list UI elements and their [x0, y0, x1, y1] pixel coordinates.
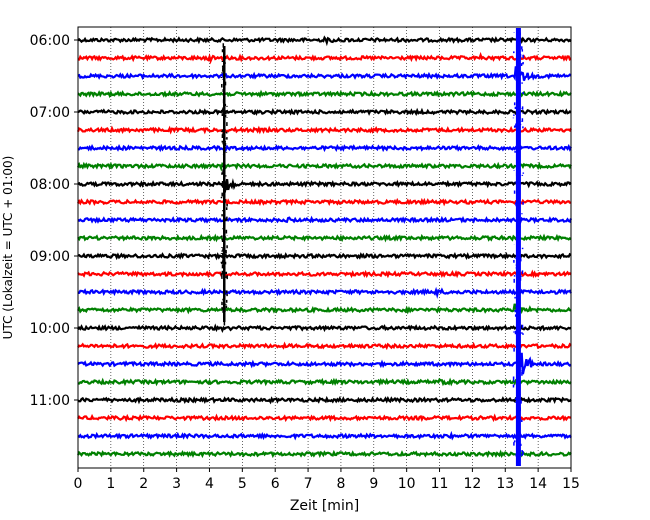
trace-0830: [77, 215, 573, 225]
trace-0745: [76, 161, 572, 172]
x-tick-label: 9: [369, 476, 378, 492]
y-tick-label: 07:00: [30, 105, 70, 121]
y-tick-label: 10:00: [30, 321, 70, 337]
x-tick-label: 8: [336, 476, 345, 492]
x-axis-label: Zeit [min]: [290, 498, 359, 514]
trace-layer: [76, 35, 573, 459]
x-tick-label: 2: [139, 476, 148, 492]
trace-1145: [77, 449, 572, 459]
trace-0945: [77, 303, 572, 316]
y-tick-label: 09:00: [30, 249, 70, 265]
trace-0930: [77, 286, 572, 299]
event-layer: [220, 28, 525, 466]
trace-1045: [78, 377, 572, 387]
trace-0815: [77, 197, 571, 207]
trace-1030: [77, 352, 572, 375]
trace-0700: [77, 107, 572, 117]
trace-0615: [78, 51, 572, 65]
x-axis-ticks: 0 1 2 3 4 5 6 7 8 9 10 11 12 13 14 15: [74, 468, 580, 492]
plot-frame: [77, 26, 572, 469]
x-tick-label: 1: [106, 476, 115, 492]
trace-0630: [77, 65, 572, 82]
trace-0900: [77, 251, 572, 261]
trace-0645: [77, 89, 572, 99]
trace-1115: [77, 413, 572, 423]
trace-0600: [77, 35, 572, 47]
trace-0715: [76, 125, 572, 135]
y-tick-label: 11:00: [30, 393, 70, 409]
x-tick-label: 4: [205, 476, 214, 492]
x-tick-label: 0: [74, 476, 83, 492]
event-burst: [220, 43, 228, 326]
y-tick-label: 08:00: [30, 177, 70, 193]
trace-1100: [77, 395, 572, 405]
x-tick-label: 15: [562, 476, 580, 492]
trace-0915: [77, 269, 572, 279]
x-tick-label: 14: [529, 476, 547, 492]
y-axis-label: UTC (Lokalzeit = UTC + 01:00): [1, 156, 15, 340]
x-tick-label: 11: [431, 476, 449, 492]
trace-0800: [77, 178, 572, 193]
x-tick-label: 13: [496, 476, 514, 492]
trace-1015: [77, 341, 572, 351]
trace-0730: [77, 143, 572, 153]
y-axis-ticks: 06:00 07:00 08:00 09:00 10:00 11:00: [30, 33, 78, 409]
event-burst: [512, 32, 525, 461]
x-tick-label: 10: [398, 476, 416, 492]
x-tick-label: 3: [172, 476, 181, 492]
x-tick-label: 5: [238, 476, 247, 492]
x-tick-label: 6: [271, 476, 280, 492]
x-tick-label: 7: [304, 476, 313, 492]
trace-1000: [77, 323, 572, 333]
trace-0845: [77, 233, 572, 243]
y-tick-label: 06:00: [30, 33, 70, 49]
trace-1130: [77, 430, 572, 441]
x-tick-label: 12: [463, 476, 481, 492]
